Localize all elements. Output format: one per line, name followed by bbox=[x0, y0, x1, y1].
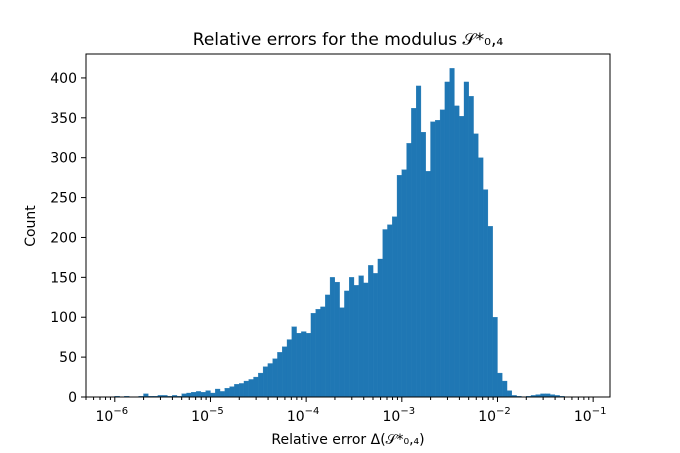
histogram-bar bbox=[353, 285, 359, 398]
histogram-bar bbox=[253, 376, 259, 398]
y-tick-label: 100 bbox=[50, 310, 77, 326]
histogram-bar bbox=[482, 189, 489, 398]
histogram-bar bbox=[215, 388, 221, 398]
histogram-bar bbox=[325, 294, 331, 398]
x-tick-label: 10−2 bbox=[478, 406, 511, 425]
histogram-bar bbox=[487, 226, 493, 398]
histogram-bar bbox=[439, 109, 446, 398]
y-tick-label: 350 bbox=[50, 111, 77, 127]
histogram-bar bbox=[200, 392, 206, 398]
histogram-bar bbox=[234, 384, 240, 398]
y-tick-label: 250 bbox=[50, 191, 77, 207]
histogram-bar bbox=[272, 358, 278, 398]
bars-group bbox=[114, 68, 565, 398]
histogram-bar bbox=[430, 121, 436, 398]
histogram-bar bbox=[506, 390, 512, 398]
histogram-bar bbox=[502, 380, 508, 398]
histogram-bar bbox=[392, 216, 398, 398]
y-tick-label: 150 bbox=[50, 270, 77, 286]
histogram-bar bbox=[195, 391, 202, 398]
histogram-bar bbox=[358, 275, 364, 398]
histogram-bar bbox=[377, 258, 383, 398]
histogram-bar bbox=[267, 363, 273, 398]
histogram-bar bbox=[262, 366, 269, 398]
histogram-bar bbox=[291, 326, 297, 398]
histogram-bar bbox=[387, 224, 393, 398]
histogram-bar bbox=[186, 392, 192, 398]
histogram-bar bbox=[416, 85, 422, 398]
histogram-bar bbox=[363, 282, 369, 398]
y-tick-label: 0 bbox=[68, 390, 77, 406]
histogram-bar bbox=[411, 108, 417, 398]
x-axis: 10−6 10−5 10−4 10−3 10−2 10−1 bbox=[85, 397, 607, 425]
histogram-bar bbox=[219, 391, 225, 398]
histogram-bar bbox=[248, 379, 254, 398]
histogram-bar bbox=[210, 392, 216, 398]
histogram-bar bbox=[282, 346, 288, 398]
histogram-bar bbox=[301, 331, 307, 398]
y-tick-label: 200 bbox=[50, 230, 77, 246]
histogram-bar bbox=[368, 265, 374, 398]
histogram-bar bbox=[191, 392, 197, 398]
x-tick-label: 10−3 bbox=[383, 406, 416, 425]
histogram-bar bbox=[329, 277, 335, 398]
histogram-bar bbox=[224, 388, 230, 398]
x-tick-label: 10−6 bbox=[96, 406, 129, 425]
y-axis-label: Count bbox=[23, 205, 39, 247]
histogram-bar bbox=[444, 81, 450, 398]
x-tick-label: 10−4 bbox=[287, 406, 320, 425]
y-tick-label: 50 bbox=[59, 350, 77, 366]
x-axis-label: Relative error Δ(𝒮*₀,₄) bbox=[271, 432, 424, 448]
histogram-bar bbox=[277, 352, 283, 398]
histogram-bar bbox=[435, 120, 441, 398]
histogram-bar bbox=[492, 317, 498, 398]
histogram-bar bbox=[229, 386, 235, 398]
histogram-bar bbox=[344, 290, 350, 398]
histogram-bar bbox=[468, 96, 474, 398]
histogram-bar bbox=[239, 383, 245, 398]
histogram-bar bbox=[454, 105, 460, 398]
histogram-bar bbox=[420, 132, 426, 398]
histogram-bar bbox=[258, 372, 264, 398]
histogram-bar bbox=[425, 171, 431, 398]
histogram-bar bbox=[305, 333, 312, 398]
histogram-bar bbox=[296, 333, 302, 398]
histogram-bar bbox=[406, 143, 412, 398]
histogram-bar bbox=[401, 169, 407, 398]
histogram-bar bbox=[205, 390, 211, 398]
histogram-bar bbox=[243, 380, 249, 398]
histogram-bar bbox=[463, 81, 469, 398]
histogram-bar bbox=[382, 229, 388, 398]
x-tick-label: 10−5 bbox=[191, 406, 224, 425]
y-axis: 0 50 100 150 200 250 300 350 400 bbox=[50, 71, 86, 406]
histogram-bar bbox=[315, 309, 321, 398]
histogram-bar bbox=[349, 277, 355, 398]
histogram-bar bbox=[310, 313, 316, 398]
histogram-bar bbox=[449, 68, 455, 398]
histogram-bar bbox=[286, 339, 292, 398]
histogram-bar bbox=[478, 157, 484, 398]
histogram-bar bbox=[334, 281, 340, 398]
y-tick-label: 400 bbox=[50, 71, 77, 87]
histogram-bar bbox=[497, 372, 503, 398]
histogram-bar bbox=[372, 273, 379, 398]
chart-title: Relative errors for the modulus 𝒮*₀,₄ bbox=[193, 30, 504, 50]
plot-frame bbox=[85, 53, 611, 398]
x-tick-label: 10−1 bbox=[574, 406, 607, 425]
histogram-bar bbox=[459, 116, 465, 398]
y-tick-label: 300 bbox=[50, 151, 77, 167]
histogram-bar bbox=[320, 306, 326, 398]
histogram-bar bbox=[339, 307, 345, 398]
histogram-bar bbox=[396, 175, 402, 398]
histogram-bar bbox=[473, 133, 479, 398]
